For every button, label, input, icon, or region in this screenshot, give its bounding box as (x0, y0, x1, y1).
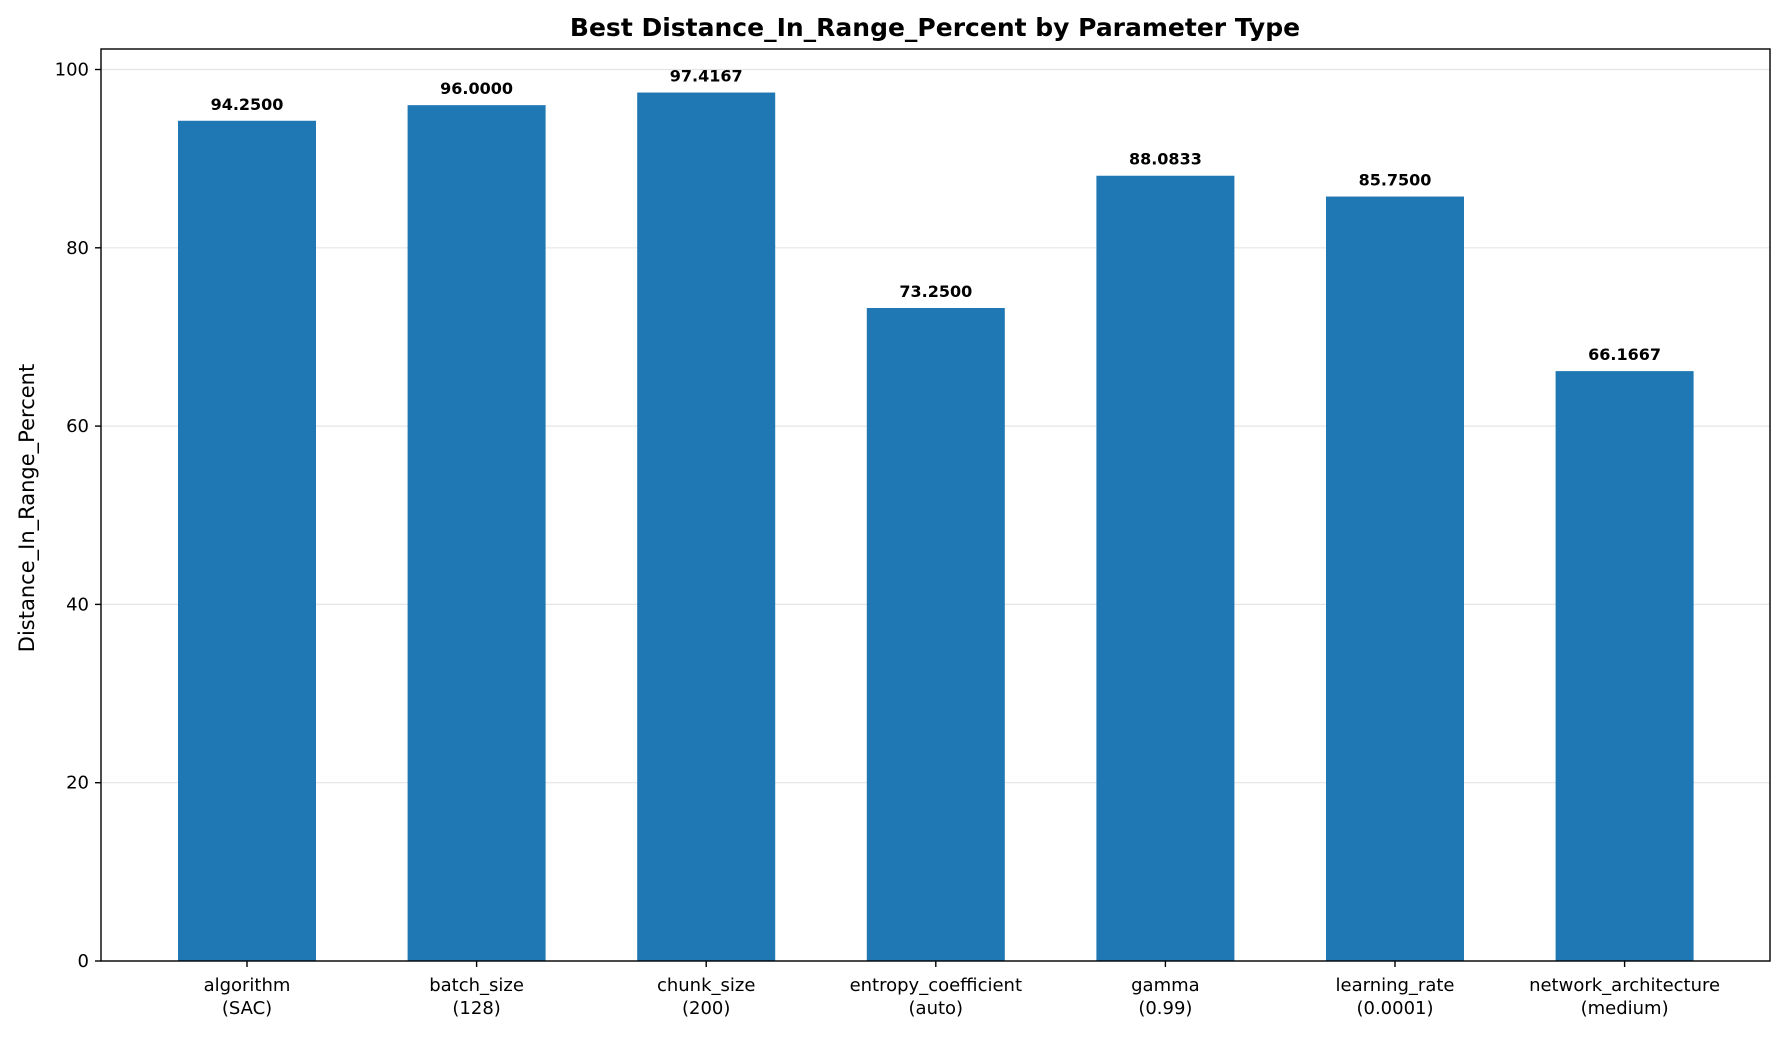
x-axis: algorithm(SAC)batch_size(128)chunk_size(… (204, 961, 1720, 1019)
bar (1096, 175, 1235, 961)
bar-value-label: 73.2500 (899, 282, 972, 301)
bar-value-label: 96.0000 (440, 79, 513, 98)
x-tick-label-name: network_architecture (1529, 975, 1720, 996)
y-tick-label: 60 (66, 416, 89, 437)
x-tick-label-value: (0.99) (1138, 998, 1192, 1019)
bar-value-label: 94.2500 (211, 95, 284, 114)
x-tick-label-value: (200) (682, 998, 730, 1019)
y-axis: 0 20 40 60 80 100 (55, 60, 101, 972)
y-tick-label: 0 (78, 951, 89, 972)
bar-value-label: 66.1667 (1588, 345, 1661, 364)
x-tick-label-value: (SAC) (222, 998, 272, 1019)
chart-title: Best Distance_In_Range_Percent by Parame… (570, 13, 1300, 42)
bar (178, 120, 316, 962)
x-tick-label-value: (0.0001) (1356, 998, 1433, 1019)
x-tick-label-name: chunk_size (657, 975, 755, 996)
bar (1326, 196, 1464, 961)
bar (407, 105, 546, 961)
x-tick-label-name: gamma (1131, 975, 1200, 996)
x-tick-label-name: algorithm (204, 975, 291, 996)
x-tick-label-name: learning_rate (1336, 975, 1455, 996)
x-tick-label-value: (medium) (1581, 998, 1669, 1019)
bar-layer (178, 92, 1694, 962)
bar (637, 92, 776, 961)
value-label-layer: 94.2500 96.0000 97.4167 73.2500 88.0833 85.75… (211, 67, 1661, 365)
x-tick-label-name: entropy_coefficient (850, 975, 1022, 996)
x-tick-label-value: (128) (452, 998, 500, 1019)
y-tick-label: 80 (66, 238, 89, 259)
bar-value-label: 85.7500 (1359, 171, 1432, 190)
y-tick-label: 20 (66, 773, 89, 794)
y-tick-label: 40 (66, 594, 89, 615)
x-tick-label-name: batch_size (429, 975, 524, 996)
bar-value-label: 88.0833 (1129, 150, 1202, 169)
bar (1555, 371, 1694, 961)
y-axis-title: Distance_In_Range_Percent (15, 364, 40, 652)
bar-value-label: 97.4167 (670, 67, 743, 86)
x-tick-label-value: (auto) (909, 998, 964, 1019)
y-tick-label: 100 (55, 60, 89, 81)
bar (866, 307, 1005, 961)
